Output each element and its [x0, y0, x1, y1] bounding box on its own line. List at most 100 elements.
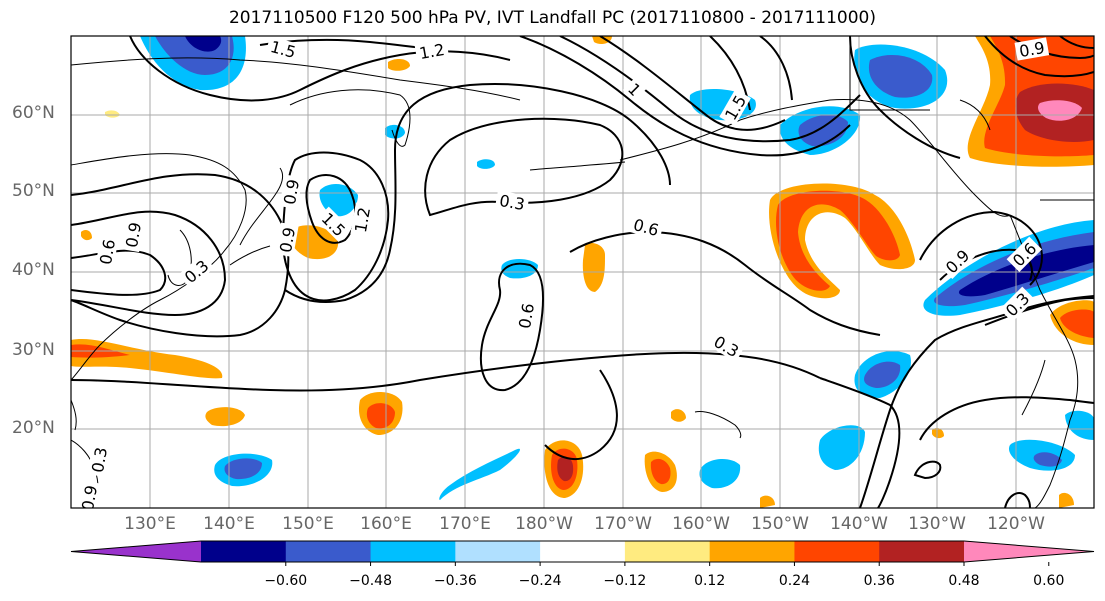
coast-siberia: [71, 57, 521, 101]
lat-label-40n: 40°N: [12, 260, 55, 280]
contour-5: [305, 174, 357, 244]
coast-nam: [1009, 214, 1079, 508]
colorbar-tick-label: −0.60: [264, 573, 308, 589]
neg-blob-pacnw-core: [958, 245, 1094, 297]
coast-japan: [229, 167, 283, 266]
lon-label-150w: 150°W: [751, 514, 809, 534]
lon-label-120w: 120°W: [987, 514, 1045, 534]
pos-blob-canada-pink: [1038, 100, 1082, 121]
coast-baja: [1021, 359, 1046, 416]
pos-blob-japan-e: [289, 225, 339, 260]
colorbar: [70, 540, 1095, 566]
neg-blob-south-5: [1065, 410, 1094, 440]
pos-blob-small-1: [205, 407, 245, 427]
contour-3: [71, 249, 167, 296]
pos-blob-small-6: [1059, 492, 1074, 508]
lon-label-130w: 130°W: [908, 514, 966, 534]
lon-label-140e: 140°E: [203, 514, 255, 534]
pos-blob-west: [71, 338, 223, 379]
colorbar-segment: [624, 541, 711, 562]
contour-25: [913, 460, 942, 480]
colorbar-segment: [794, 541, 880, 562]
neg-blob-south-4: [818, 425, 865, 470]
contour-label-text: 0.9: [280, 178, 303, 206]
contour-15: [569, 230, 881, 336]
pos-blob-small-8: [81, 230, 92, 241]
neg-blob-central: [501, 259, 538, 279]
colorbar-tick-label: −0.24: [518, 573, 562, 589]
gridlines: [71, 36, 1094, 508]
contour-label: 0.9: [77, 480, 101, 512]
lon-label-170e: 170°E: [439, 514, 491, 534]
contour-label-text: 1.2: [351, 206, 374, 234]
contour-label: 1.2: [414, 39, 450, 63]
pos-blob-arc-core: [776, 190, 900, 291]
contour-11: [559, 36, 861, 143]
coast-canada: [959, 99, 991, 131]
colorbar-extend-min: [71, 541, 201, 562]
pos-blob-small-7: [932, 428, 944, 439]
neg-blob-hawaii-e-core: [864, 361, 901, 388]
contour-label: 1.2: [350, 202, 374, 238]
map-frame: [70, 35, 1095, 509]
lat-label-60n: 60°N: [12, 103, 55, 123]
pos-blob-south-c-core: [650, 458, 671, 485]
colorbar-tick-label: 0.60: [1033, 573, 1065, 589]
neg-blob-south-1-core: [224, 458, 262, 480]
pos-blob-small-5: [760, 495, 775, 508]
contour-12: [599, 36, 786, 131]
contour-16: [479, 262, 544, 392]
contour-label: 0.9: [279, 174, 303, 210]
neg-blob-nw-deep: [185, 36, 222, 52]
contour-30: [1059, 36, 1094, 49]
colorbar-tick-label: −0.36: [433, 573, 477, 589]
contour-label-text: 0.9: [78, 484, 101, 512]
contour-label-text: 0.9: [122, 221, 145, 249]
neg-blob-kamchatka: [385, 124, 405, 139]
contour-label-text: 1.2: [418, 40, 446, 63]
contour-23: [984, 297, 1094, 326]
border-ak-ca: [849, 36, 930, 111]
colorbar-extend-max: [964, 541, 1094, 562]
coast-taiwan: [71, 399, 77, 431]
contour-1: [71, 173, 290, 338]
contour-label-text: 0.3: [88, 446, 111, 474]
neg-blob-south-6: [439, 448, 520, 500]
contour-label: 0.9: [121, 217, 145, 253]
lon-label-170w: 170°W: [594, 514, 652, 534]
shading-layer: [71, 36, 1094, 508]
pos-blob-central-n: [582, 243, 605, 292]
contour-label-text: 0.9: [276, 226, 299, 254]
contour-label: 1: [622, 77, 647, 102]
contour-label: 0.6: [95, 234, 119, 270]
lon-label-130e: 130°E: [124, 514, 176, 534]
map-area: 1.5 1.2 1 1.5 0.3 0.6: [71, 36, 1094, 512]
colorbar-tick-label: 0.24: [778, 573, 811, 589]
neg-blob-gulf-core: [798, 114, 848, 147]
contour-27: [849, 36, 961, 159]
coast-asia: [71, 153, 247, 381]
lon-label-160w: 160°W: [672, 514, 730, 534]
contour-21: [919, 210, 1043, 286]
colorbar-segment: [285, 541, 372, 562]
lat-label-30n: 30°N: [12, 340, 55, 360]
contour-label: 0.6: [514, 298, 538, 334]
contour-19: [819, 377, 901, 508]
contour-8: [284, 83, 671, 303]
contour-14: [759, 36, 793, 101]
contour-label-text: 0.6: [96, 238, 119, 266]
neg-blob-south-3-core: [1033, 452, 1062, 467]
colorbar-tick-label: 0.48: [948, 573, 980, 589]
pos-blob-small-9: [105, 110, 120, 118]
contour-label: 0.3: [708, 330, 745, 362]
lat-label-50n: 50°N: [12, 181, 55, 201]
neg-blob-south-2: [699, 458, 741, 489]
contour-26: [1004, 492, 1031, 508]
colorbar-outline: [70, 540, 1095, 563]
map-title: 2017110500 F120 500 hPa PV, IVT Landfall…: [228, 8, 876, 28]
pos-blob-small-3: [592, 36, 612, 44]
neg-blob-small-1: [477, 159, 495, 169]
colorbar-segment: [370, 541, 456, 562]
coast-aleutians: [529, 161, 626, 171]
lon-label-140w: 140°W: [830, 514, 888, 534]
